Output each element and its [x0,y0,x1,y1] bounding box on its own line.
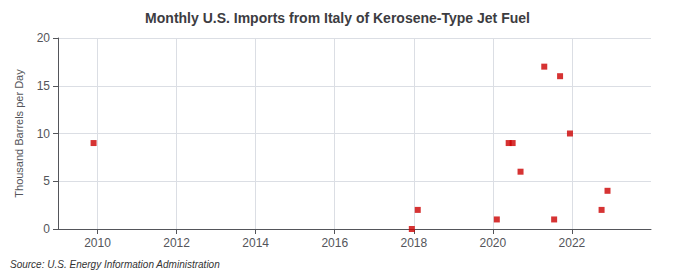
svg-text:10: 10 [37,127,51,141]
svg-text:2010: 2010 [84,236,111,250]
svg-text:20: 20 [37,31,51,45]
svg-text:Monthly U.S. Imports from Ital: Monthly U.S. Imports from Italy of Keros… [145,10,530,26]
svg-text:2022: 2022 [559,236,586,250]
svg-text:5: 5 [43,174,50,188]
svg-text:2016: 2016 [321,236,348,250]
svg-text:15: 15 [37,79,51,93]
svg-text:2020: 2020 [480,236,507,250]
svg-text:Source: U.S. Energy Informatio: Source: U.S. Energy Information Administ… [10,259,220,270]
svg-text:Thousand Barrels per Day: Thousand Barrels per Day [13,69,25,198]
svg-text:2018: 2018 [400,236,427,250]
svg-text:0: 0 [43,222,50,236]
svg-text:2012: 2012 [163,236,190,250]
svg-text:2014: 2014 [242,236,269,250]
